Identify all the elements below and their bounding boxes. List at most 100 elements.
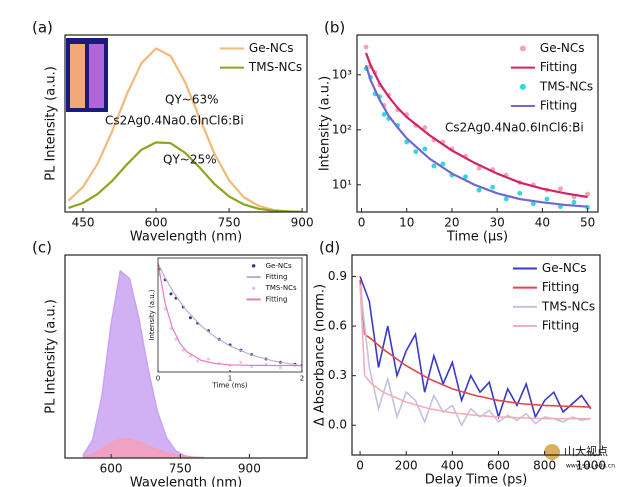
scatter-point	[544, 196, 550, 202]
x-axis-label: Wavelength (nm)	[130, 230, 242, 245]
scatter-point	[363, 44, 369, 50]
legend-label: Fitting	[542, 280, 579, 294]
y-axis-label: Δ Absorbance (norm.)	[313, 284, 328, 426]
x-tick-label: 750	[218, 215, 241, 229]
scatter-point	[530, 201, 536, 207]
series-line	[158, 263, 302, 367]
panel-label: (c)	[32, 239, 52, 257]
x-tick-label: 450	[72, 215, 95, 229]
legend-label: Ge-NCs	[266, 262, 292, 270]
scatter-point	[422, 125, 428, 130]
x-tick-label: 400	[441, 458, 464, 472]
legend-label: Fitting	[266, 295, 288, 303]
plot-frame	[356, 34, 599, 213]
y-axis-label: Intensity (a.u.)	[318, 76, 333, 171]
y-tick-label: 10¹	[332, 177, 352, 191]
scatter-point	[517, 190, 523, 196]
annotation: Cs2Ag0.4Na0.6InCl6:Bi	[445, 121, 584, 135]
x-tick-label: 800	[533, 458, 556, 472]
series-line	[365, 52, 588, 199]
panel: 0 10 20 30 40 50 10¹ 10² 10³ Time (μs) Intensity (…	[318, 19, 599, 245]
scatter-point	[196, 359, 200, 363]
x-tick-label: 900	[291, 215, 314, 229]
annotation: QY~63%	[165, 93, 219, 107]
scatter-point	[278, 366, 282, 370]
x-axis-label: Time (μs)	[446, 230, 508, 245]
plot-area	[158, 263, 302, 370]
scatter-point	[476, 187, 482, 193]
legend-label: TMS-NCs	[265, 284, 297, 292]
series-line	[359, 276, 592, 420]
annotation: QY~25%	[163, 153, 217, 167]
y-tick-label: 0.9	[328, 269, 347, 283]
watermark-text: 山大视点	[564, 444, 608, 458]
scatter-point	[558, 186, 563, 192]
x-tick-label: 600	[145, 215, 168, 229]
x-tick-label: 600	[100, 461, 123, 475]
legend-label: Fitting	[540, 99, 577, 113]
inset-background	[158, 258, 302, 372]
legend-marker	[519, 83, 526, 90]
y-tick-label: 0.3	[328, 368, 347, 382]
legend-label: Ge-NCs	[249, 41, 294, 55]
logo-mark	[544, 444, 560, 460]
legend-label: Fitting	[542, 319, 579, 333]
x-axis-label: Wavelength (nm)	[130, 476, 242, 487]
x-tick-label: 900	[238, 461, 261, 475]
y-tick-label: 0.6	[328, 319, 347, 333]
plot-area	[359, 276, 592, 428]
x-tick-label: 0	[356, 458, 364, 472]
scatter-point	[174, 337, 178, 341]
scatter-point	[169, 292, 173, 296]
legend-marker	[251, 286, 256, 290]
panel-label: (d)	[319, 239, 340, 257]
x-tick-label: 200	[395, 458, 418, 472]
y-axis-label: PL Intensity (a.u.)	[44, 299, 59, 414]
series-line	[359, 279, 591, 408]
panel-label: (b)	[324, 19, 345, 37]
panel: 0 1 2 Time (ms) Intensity (a.u.) Ge-NCs Fittin…	[148, 257, 304, 389]
x-tick-label: 2	[300, 374, 304, 382]
plot-frame	[351, 254, 601, 456]
scatter-point	[422, 146, 428, 152]
watermark-url: www.sdu.edu.cn	[566, 463, 615, 470]
x-tick-label: 20	[444, 215, 459, 229]
scatter-point	[163, 307, 167, 311]
scatter-point	[440, 161, 446, 167]
x-tick-label: 1000	[575, 458, 606, 472]
scatter-point	[503, 196, 509, 202]
scatter-point	[169, 327, 173, 331]
legend-label: Ge-NCs	[542, 261, 587, 275]
scatter-point	[239, 360, 243, 364]
y-axis-label: Intensity (a.u.)	[148, 289, 156, 341]
panel-label: (a)	[32, 19, 53, 37]
vial-ge	[70, 44, 85, 108]
panel: 0 200 400 600 800 1000 0.0 0.3 0.6 0.9 Delay Time …	[313, 239, 607, 487]
legend-label: Fitting	[540, 60, 577, 74]
x-tick-label: 40	[535, 215, 550, 229]
series-line	[359, 284, 591, 420]
series-line	[68, 141, 303, 212]
scatter-point	[188, 316, 192, 320]
scatter-point	[381, 112, 387, 117]
scatter-point	[571, 199, 577, 205]
series-line	[158, 263, 302, 367]
scatter-point	[463, 174, 468, 180]
legend-label: Fitting	[266, 273, 288, 281]
legend-label: TMS-NCs	[248, 60, 302, 74]
x-tick-label: 1	[228, 374, 232, 382]
plot-frame	[64, 34, 308, 213]
legend-label: TMS-NCs	[539, 79, 593, 93]
x-tick-label: 0	[156, 374, 160, 382]
scatter-point	[206, 357, 210, 361]
scatter-point	[413, 149, 419, 155]
plot-frame	[64, 254, 308, 459]
x-axis-label: Time (ms)	[211, 381, 248, 389]
y-tick-label: 10³	[332, 67, 352, 81]
x-axis-label: Delay Time (ps)	[425, 473, 528, 487]
scatter-point	[476, 165, 482, 171]
y-tick-label: 0.0	[328, 418, 347, 432]
legend-marker	[251, 264, 256, 268]
